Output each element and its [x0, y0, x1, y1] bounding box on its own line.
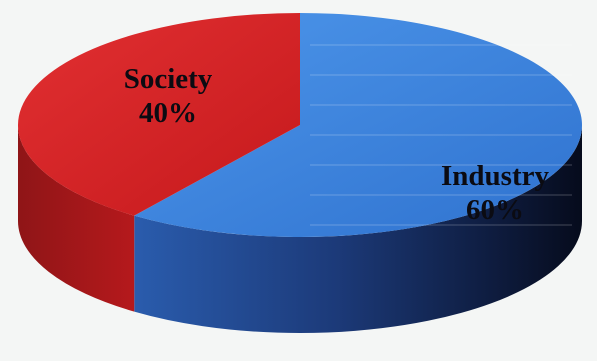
pie-depth	[18, 125, 583, 334]
pie-labels: Industry 60% Society 40%	[124, 63, 550, 226]
slice-value: 40%	[139, 97, 197, 129]
pie-slice-industry	[134, 13, 582, 237]
slice-name: Industry	[441, 160, 549, 192]
pie-side-society	[18, 125, 135, 312]
slice-label-industry: Industry 60%	[441, 160, 549, 226]
slice-name: Society	[124, 63, 213, 95]
pie-side-industry	[134, 125, 583, 334]
pie-slice-society	[17, 12, 300, 216]
slice-label-society: Society 40%	[124, 63, 213, 129]
pie-top	[17, 12, 582, 237]
slice-value: 60%	[466, 194, 524, 226]
